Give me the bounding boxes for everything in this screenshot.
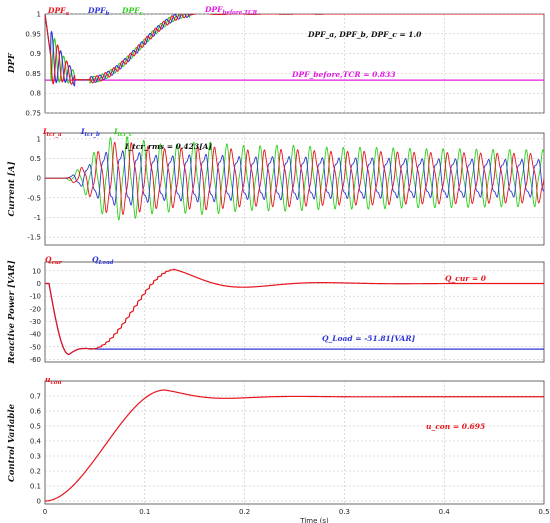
y-tick-label: 0.4 [30,438,42,446]
legend-entry: DPFb [87,6,109,17]
annotation: DPF_before,TCR = 0.833 [291,70,396,79]
plot-frame [44,261,545,363]
series-i-tcr-c [45,136,544,221]
y-tick-label: -60 [30,356,41,364]
legend-entry: QLoad [92,255,114,266]
annotation: u_con = 0.695 [426,422,485,431]
y-tick-label: 1 [37,135,41,143]
y-tick-label: 0.7 [30,393,41,401]
plot-area [45,136,544,221]
panel-1: 0.75 0.8 0.85 0.9 0.95 1 DPF DPFa DPFb DPFc DPFbef… [7,5,545,118]
series-q-cur [45,268,544,356]
y-axis-label: Reactive Power [VAR] [7,260,17,364]
y-tick-label: 1 [37,11,41,19]
x-tick-label: 0.4 [439,508,451,516]
legend-entry: DPFc [121,6,143,17]
legend-entry: Qcur [45,255,63,266]
y-tick-label: 0.6 [30,408,42,416]
annotation: DPF_a, DPF_b, DPF_c = 1.0 [307,30,422,39]
x-axis-label: Time (s) [299,517,329,523]
y-axis-label: Control Variable [7,403,17,482]
legend-entry: DPFa [47,6,69,17]
y-tick-label: 0.3 [30,453,41,461]
series-dpf-a [45,14,544,85]
y-tick-label: 0.95 [25,30,41,38]
y-tick-label: -50 [30,343,41,351]
series-q-load [45,282,544,356]
y-tick-label: 0.5 [30,423,41,431]
y-tick-label: 0.9 [30,50,41,58]
y-tick-label: -20 [30,305,41,313]
x-tick-label: 0.2 [239,508,250,516]
y-tick-label: 0.2 [30,468,41,476]
series-i-tcr-a [45,141,544,216]
plot-area [45,389,544,502]
y-axis-label: DPF [7,52,17,74]
y-tick-label: 0.85 [25,70,41,78]
annotation: Q_Load = -51.81[VAR] [322,334,416,343]
legend-entry: Itcr_a [42,127,62,138]
x-tick-label: 0 [43,508,47,516]
y-tick-label: 0 [37,280,41,288]
x-tick-label: 0.1 [139,508,150,516]
plot-frame [44,13,545,114]
series-dpf-b [45,14,544,87]
y-tick-label: -40 [30,331,41,339]
legend-entry: DPFbefore,TCR [204,5,258,16]
plot-area [45,14,544,87]
legend-entry: Itcr_b [80,127,100,138]
series-u-con [45,389,544,502]
y-tick-label: 0 [37,498,41,506]
x-tick-label: 0.3 [339,508,350,516]
plot-frame [44,380,545,505]
series-i-tcr-b [45,150,544,206]
annotation: I_tcr_rms = 0.423[A] [124,142,212,151]
panel-3: -60 -50 -40 -30 -20 -10 0 10 Reactive Power [VAR… [7,255,545,365]
legend-entry: Itcr_c [113,127,133,138]
y-tick-label: -10 [30,293,41,301]
y-tick-label: -1 [34,214,41,222]
y-tick-label: 0.1 [30,483,41,491]
legend-entry: ucon [45,375,61,386]
panel-2: -1.5 -1 -0.5 0 0.5 1 Current [A] Itcr_a Itcr_b It… [7,127,545,246]
y-tick-label: 0.5 [30,155,41,163]
plot-area [45,268,544,356]
y-tick-label: -1.5 [27,234,41,242]
y-tick-label: 0 [37,175,41,183]
annotation: Q_cur = 0 [445,274,487,283]
panel-4: 0 0.1 0.2 0.3 0.4 0.5 0.6 0.7 Control Variable uc… [7,375,545,506]
y-tick-label: 0.8 [30,90,41,98]
series-dpf-c [45,14,544,84]
y-axis-label: Current [A] [7,161,17,216]
y-tick-label: -30 [30,318,41,326]
y-tick-label: 0.75 [25,110,41,118]
y-tick-label: 10 [32,267,41,275]
x-tick-label: 0.5 [538,508,549,516]
y-tick-label: -0.5 [27,194,41,202]
